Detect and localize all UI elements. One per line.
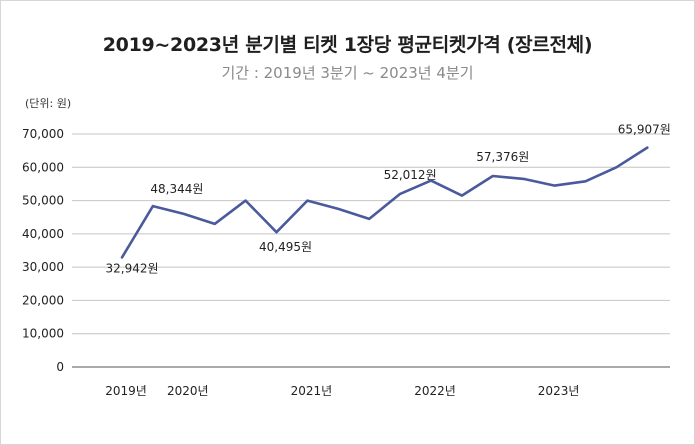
y-tick-label: 40,000 <box>22 227 64 241</box>
x-tick-label: 2020년 <box>167 384 209 398</box>
unit-label: (단위: 원) <box>25 97 71 110</box>
x-tick-label: 2021년 <box>291 384 333 398</box>
x-tick-label: 2019년 <box>105 384 147 398</box>
data-label: 57,376원 <box>476 150 529 164</box>
chart-title: 2019~2023년 분기별 티켓 1장당 평균티켓가격 (장르전체) <box>102 34 593 56</box>
data-label: 65,907원 <box>618 123 671 137</box>
y-tick-label: 10,000 <box>22 327 64 341</box>
data-labels: 32,942원 48,344원 40,495원 52,012원 57,376원 65,90… <box>105 123 670 276</box>
y-tick-label: 60,000 <box>22 160 64 174</box>
data-label: 48,344원 <box>150 182 203 196</box>
chart-subtitle: 기간 : 2019년 3분기 ~ 2023년 4분기 <box>221 64 474 82</box>
y-tick-label: 20,000 <box>22 293 64 307</box>
grid-layer <box>72 133 670 368</box>
data-label: 32,942원 <box>105 261 158 275</box>
data-label: 40,495원 <box>259 240 312 254</box>
x-axis: 2019년 2020년 2021년 2022년 2023년 <box>105 384 579 398</box>
series-line <box>120 146 649 259</box>
y-tick-label: 50,000 <box>22 194 64 208</box>
y-tick-label: 30,000 <box>22 260 64 274</box>
data-label: 52,012원 <box>384 168 437 182</box>
x-tick-label: 2022년 <box>414 384 456 398</box>
y-axis: 0 10,000 20,000 30,000 40,000 50,000 60,000 70,… <box>22 127 64 374</box>
y-tick-label: 0 <box>56 360 64 374</box>
x-tick-label: 2023년 <box>538 384 580 398</box>
y-tick-label: 70,000 <box>22 127 64 141</box>
series-layer <box>120 146 649 259</box>
